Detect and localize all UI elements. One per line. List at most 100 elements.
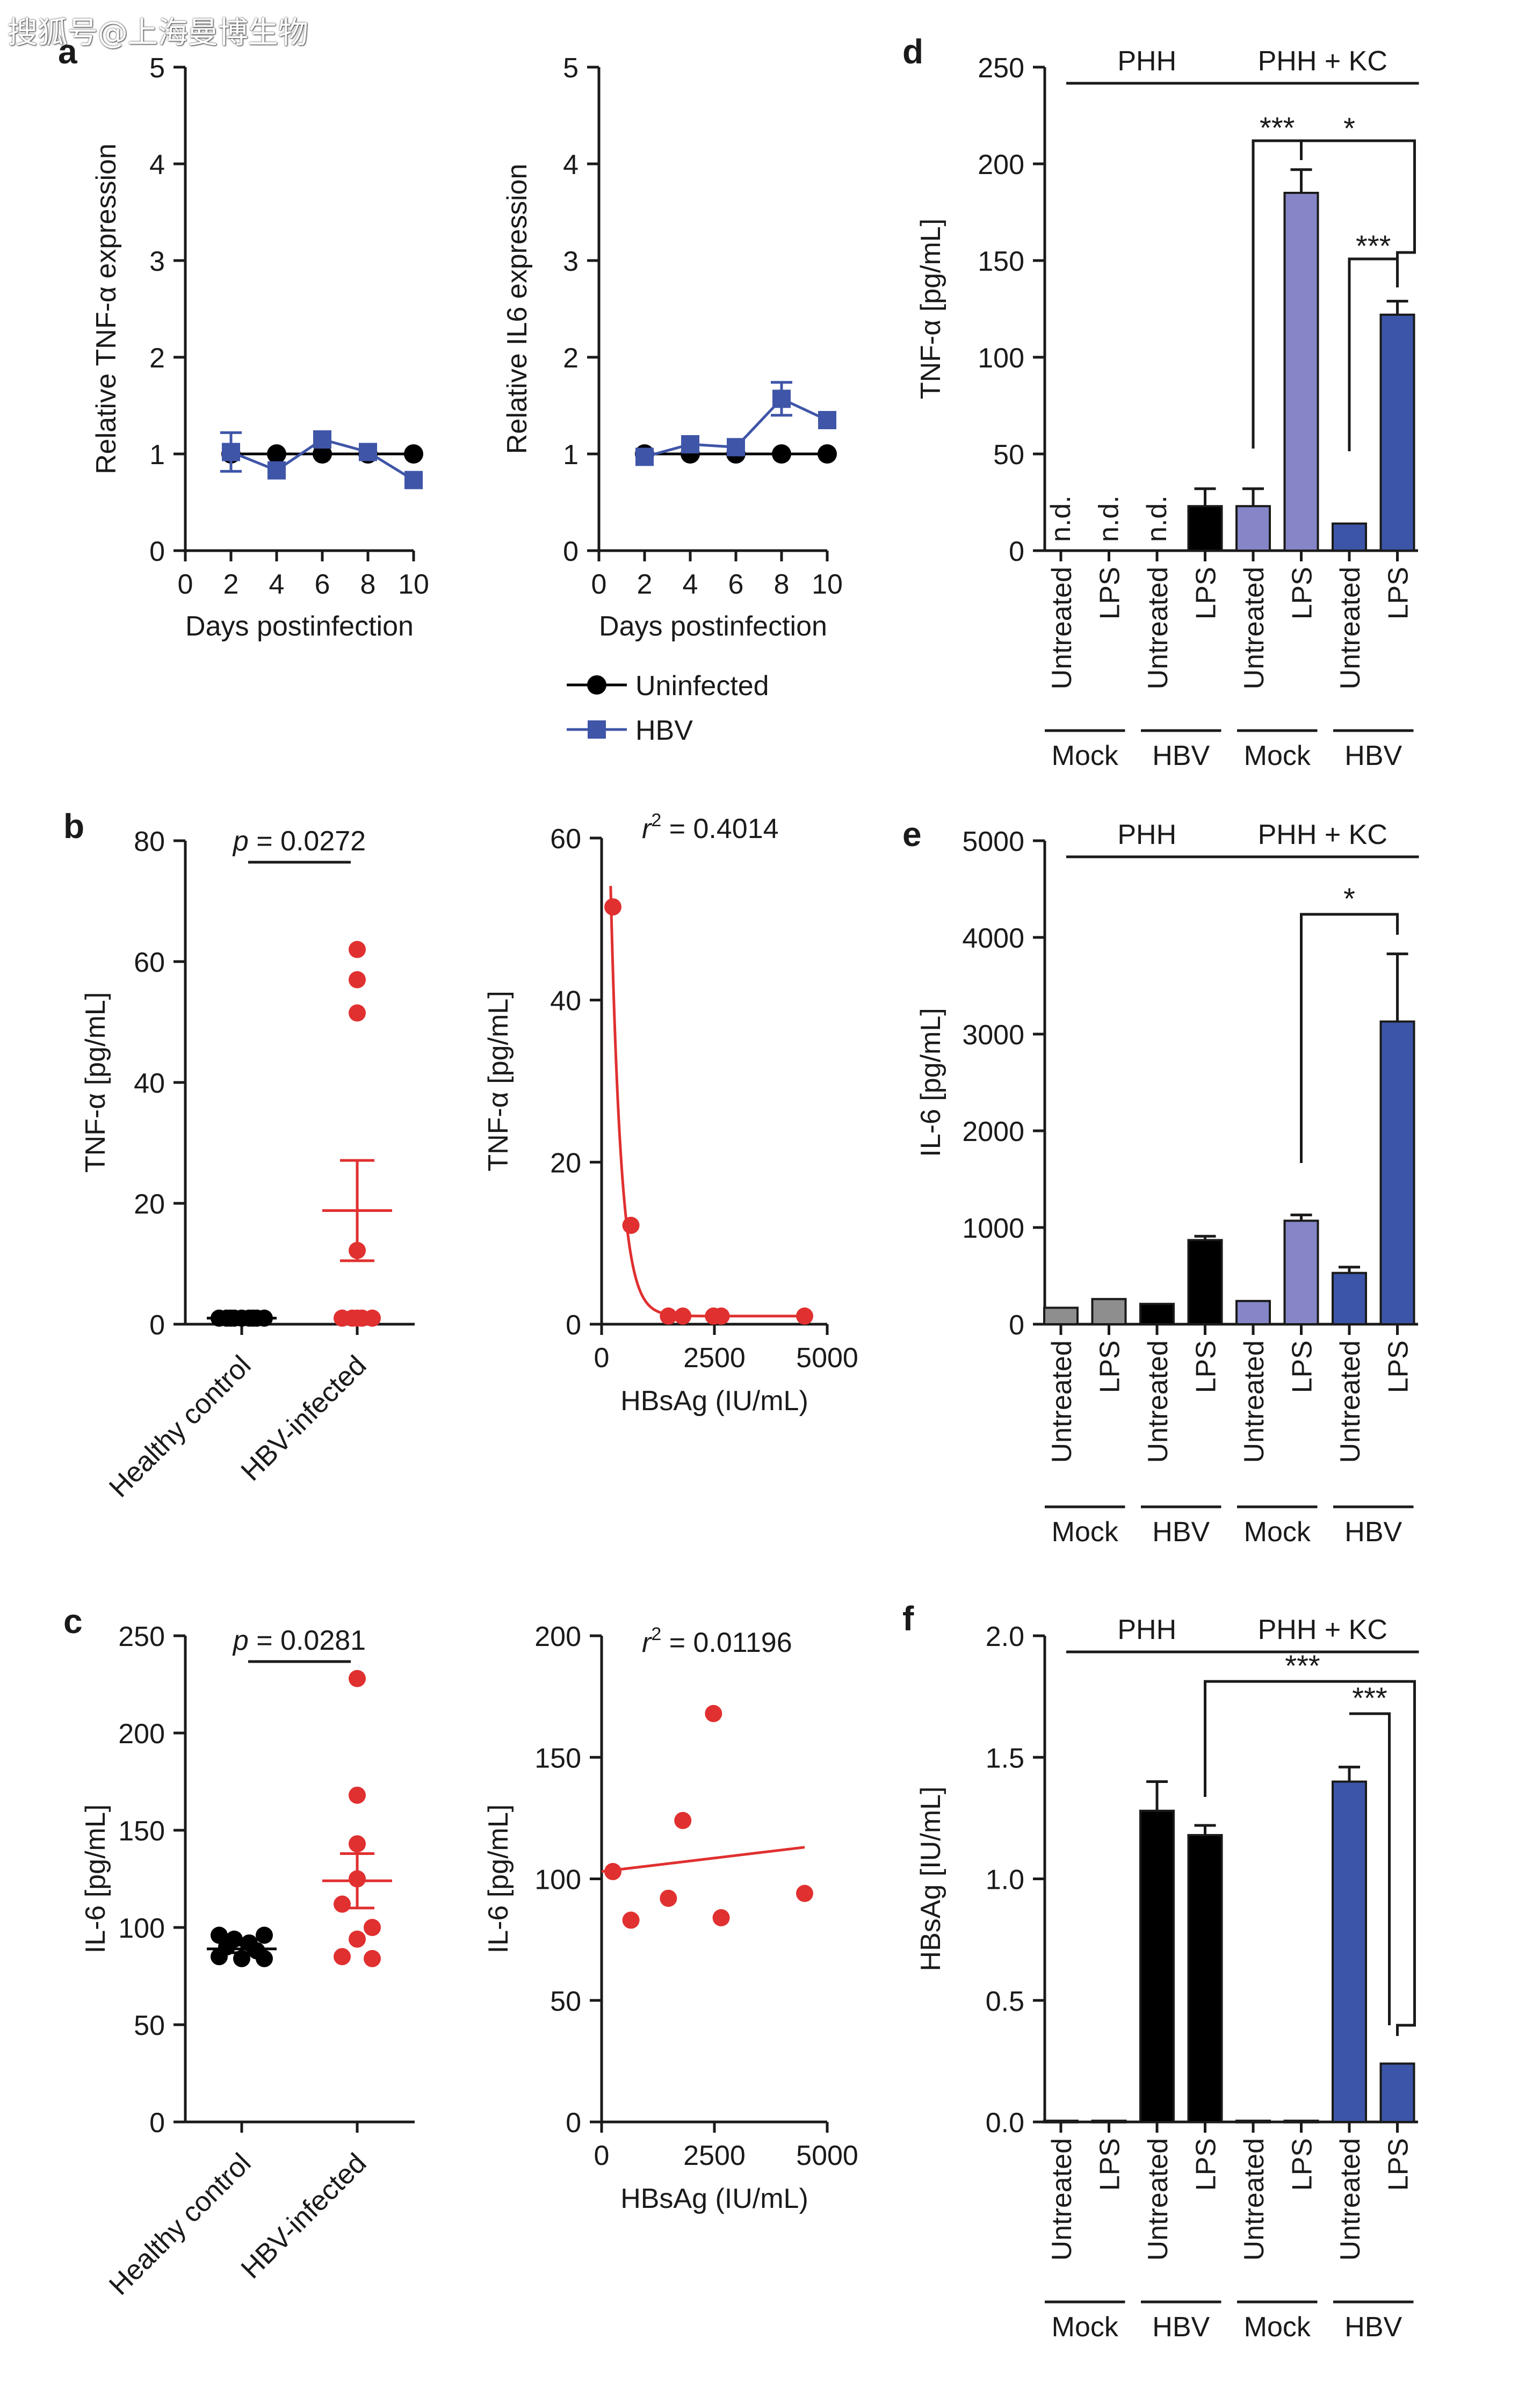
y-tick-label: 4000	[962, 923, 1024, 954]
y-tick-label: 3	[563, 246, 579, 277]
y-tick-label: 60	[134, 947, 165, 978]
header-label: PHH	[1117, 1614, 1176, 1645]
watermark: 搜狐号@上海曼博生物	[8, 16, 308, 50]
panel-label-e: e	[902, 815, 922, 854]
y-tick-label: 150	[978, 246, 1024, 277]
header-label: PHH + KC	[1258, 1614, 1387, 1645]
x-tick-label: Untreated	[1239, 2138, 1270, 2261]
y-tick-label: 4	[149, 149, 165, 180]
group-label: Mock	[1244, 2312, 1311, 2343]
y-tick-label: 2.0	[986, 1621, 1024, 1652]
y-tick-label: 40	[134, 1068, 165, 1099]
x-tick-label: 6	[728, 569, 744, 600]
x-tick-label: 0	[594, 2140, 610, 2171]
legend-label: HBV	[635, 715, 693, 746]
y-tick-label: 100	[978, 343, 1024, 374]
data-point	[334, 1895, 351, 1913]
group-label: Mock	[1052, 740, 1119, 771]
y-axis-label: TNF-α [pg/mL]	[483, 991, 514, 1171]
data-point-hbv	[681, 435, 699, 453]
x-tick-label: 10	[812, 569, 843, 600]
y-tick-label: 20	[550, 1147, 581, 1179]
y-tick-label: 50	[134, 2010, 165, 2041]
y-axis-label: IL-6 [pg/mL]	[483, 1804, 514, 1953]
x-tick-label: Untreated	[1046, 2138, 1078, 2261]
y-tick-label: 100	[118, 1913, 165, 1944]
y-axis-label: Relative IL6 expression	[502, 164, 533, 454]
x-axis-label: Days postinfection	[185, 611, 414, 642]
panel-label-c: c	[63, 1602, 83, 1641]
significance-bracket	[1300, 139, 1416, 266]
bar	[1379, 2062, 1415, 2123]
data-point	[349, 1004, 366, 1022]
x-tick-label: Untreated	[1046, 567, 1078, 689]
bar	[1187, 1239, 1223, 1325]
data-point-uninfected	[818, 444, 837, 464]
data-point	[211, 1948, 228, 1966]
data-point	[712, 1909, 730, 1926]
data-point	[604, 898, 621, 916]
x-tick-label: 2500	[683, 2140, 746, 2171]
data-point	[349, 1786, 366, 1804]
x-tick-label: 0	[591, 569, 607, 600]
data-point	[622, 1216, 640, 1234]
y-tick-label: 0.5	[986, 1986, 1024, 2017]
x-tick-label: LPS	[1191, 1340, 1222, 1393]
group-label: Mock	[1052, 2312, 1119, 2343]
y-tick-label: 1000	[962, 1213, 1024, 1244]
data-point	[349, 1835, 366, 1853]
x-tick-label: 5000	[796, 1342, 858, 1374]
header-label: PHH + KC	[1258, 46, 1387, 77]
r-squared-annotation: r2 = 0.4014	[642, 810, 779, 844]
x-tick-label: 2500	[683, 1342, 746, 1374]
y-tick-label: 2000	[962, 1116, 1024, 1147]
bar	[1043, 1306, 1079, 1325]
x-tick-label: HBV-infected	[235, 1349, 373, 1487]
x-tick-label: 8	[360, 569, 376, 600]
y-tick-label: 2	[149, 343, 165, 374]
p-value-annotation: p = 0.0272	[232, 826, 366, 857]
y-tick-label: 5	[563, 53, 579, 84]
x-axis-label: HBsAg (IU/mL)	[620, 2183, 808, 2214]
bar	[1235, 1299, 1271, 1326]
x-tick-label: Healthy control	[103, 1349, 257, 1503]
data-point-uninfected	[267, 444, 286, 464]
bar	[1187, 1834, 1223, 2124]
y-tick-label: 5000	[962, 826, 1024, 857]
significance-bracket	[1252, 139, 1303, 449]
data-point-hbv	[359, 443, 377, 461]
legend-marker-uninfected	[587, 675, 606, 695]
header-label: PHH	[1117, 819, 1176, 850]
x-tick-label: 8	[774, 569, 790, 600]
group-label: HBV	[1152, 1517, 1210, 1548]
data-point	[622, 1911, 640, 1929]
x-tick-label: 5000	[796, 2140, 858, 2171]
data-point	[674, 1811, 692, 1829]
y-axis-label: HBsAg [IU/mL]	[915, 1787, 946, 1972]
bar	[1091, 1298, 1127, 1325]
x-tick-label: Untreated	[1335, 1340, 1366, 1463]
y-tick-label: 150	[118, 1816, 165, 1847]
group-label: HBV	[1344, 740, 1402, 771]
group-label: HBV	[1152, 740, 1210, 771]
x-tick-label: Healthy control	[103, 2147, 257, 2301]
x-tick-label: 2	[223, 569, 239, 600]
y-axis-label: TNF-α [pg/mL]	[80, 992, 111, 1173]
y-tick-label: 2	[563, 343, 579, 374]
data-point	[660, 1889, 677, 1907]
data-point	[256, 1926, 273, 1944]
data-point	[364, 1949, 381, 1967]
group-label: Mock	[1244, 1517, 1311, 1548]
significance-stars: ***	[1260, 111, 1295, 145]
bar	[1379, 1020, 1415, 1325]
bar	[1332, 522, 1367, 552]
significance-stars: *	[1343, 882, 1355, 915]
data-point	[349, 1930, 366, 1948]
panel-label-f: f	[902, 1599, 914, 1638]
y-tick-label: 1.0	[986, 1865, 1024, 1896]
data-point-hbv	[313, 430, 331, 449]
x-tick-label: Untreated	[1335, 2138, 1366, 2261]
y-tick-label: 0	[149, 536, 165, 567]
bar	[1187, 505, 1223, 552]
